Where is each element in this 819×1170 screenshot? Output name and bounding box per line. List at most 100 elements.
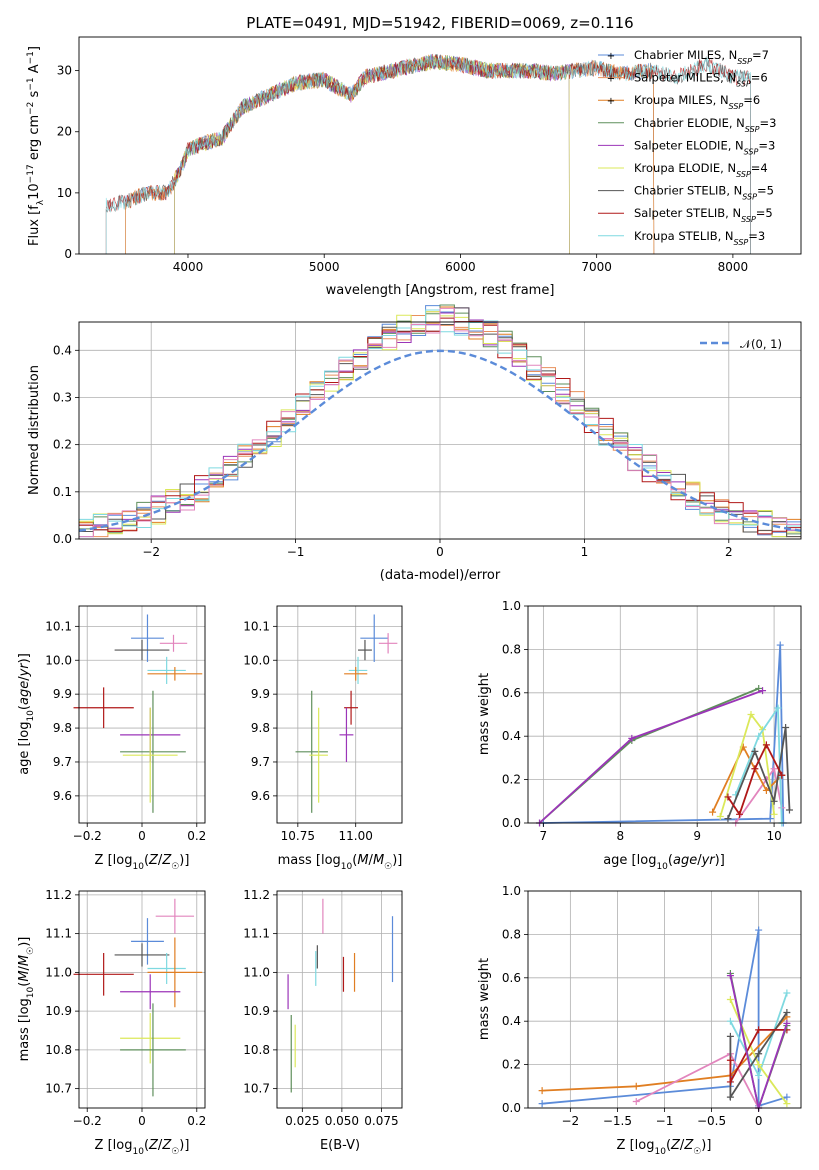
label-part: )] xyxy=(179,853,189,868)
x-tick-label: 0 xyxy=(755,1114,763,1128)
label-part: λ xyxy=(36,199,46,205)
y-tick-label: 10.0 xyxy=(243,653,270,667)
y-tick-label: 11.2 xyxy=(243,888,270,902)
plot-area xyxy=(295,614,398,813)
legend-value: =3 xyxy=(760,116,777,130)
weight-marker xyxy=(759,687,767,695)
weight-marker xyxy=(755,1071,763,1079)
legend-value: =5 xyxy=(757,184,774,198)
legend-sub: SSP xyxy=(745,124,760,133)
legend-value: =6 xyxy=(751,71,768,85)
weight-marker xyxy=(724,793,732,801)
label-part: Z [log xyxy=(95,1138,133,1153)
spectrum-line-5 xyxy=(174,55,570,255)
x-tick-label: 0 xyxy=(436,545,444,559)
label-part: Z xyxy=(148,853,159,868)
y-tick-label: 9.7 xyxy=(251,755,270,769)
weight-marker xyxy=(783,1019,791,1027)
weight-marker xyxy=(709,808,717,816)
plot-area xyxy=(73,614,203,813)
plot-area xyxy=(78,304,802,538)
chart-spectrum: 4000 5000 6000 7000 8000 0 10 20 30 + Chabrier MIL… xyxy=(57,36,802,274)
weight-marker xyxy=(774,704,782,712)
weight-marker xyxy=(785,806,793,814)
legend-value: =3 xyxy=(748,229,765,243)
label-part: / xyxy=(697,853,702,868)
label-part: s xyxy=(27,90,42,101)
weight-marker xyxy=(770,810,778,818)
y-tick-label: 9.6 xyxy=(53,789,72,803)
y-tick-label: 10.0 xyxy=(45,653,72,667)
legend-entry: Salpeter ELODIE, NSSP=3 xyxy=(634,138,775,156)
weight-marker xyxy=(751,765,759,773)
x-tick-label: 8000 xyxy=(718,260,749,274)
label-part: 10 xyxy=(26,710,36,722)
x-tick-label: 0.075 xyxy=(364,1114,398,1128)
histogram-step-9 xyxy=(79,307,801,538)
y-tick-label: 0.6 xyxy=(502,971,521,985)
label-part: Z xyxy=(161,1138,172,1153)
y-tick-label: 0.0 xyxy=(502,816,521,830)
legend-entry: Kroupa STELIB, NSSP=3 xyxy=(634,229,765,247)
weight-marker xyxy=(762,786,770,794)
spectrum-line-8 xyxy=(105,54,751,255)
label-part: )] xyxy=(392,853,402,868)
y-tick-label: 0.0 xyxy=(502,1101,521,1115)
legend-value: =3 xyxy=(758,138,775,152)
weight-marker xyxy=(726,1017,734,1025)
x-tick-label: −0.2 xyxy=(73,1114,102,1128)
label-part: −1 xyxy=(26,77,36,90)
x-tick-label: 5000 xyxy=(309,260,340,274)
plot-area xyxy=(287,898,394,1093)
label-part: age xyxy=(673,853,697,868)
spectrum-line-1 xyxy=(125,53,655,255)
label-part: yr xyxy=(701,853,717,868)
x-tick-label: 10.75 xyxy=(281,829,315,843)
x-tick-label: 0 xyxy=(138,829,146,843)
chart-age_vs_mass: 10.75 11.00 9.6 9.7 9.8 9.9 10.0 10.1 xyxy=(243,605,403,843)
y-tick-label: 0.8 xyxy=(502,927,521,941)
y-tick-label: 10.9 xyxy=(45,1004,72,1018)
y-tick-label: 11.1 xyxy=(243,927,270,941)
x-tick-label: −2 xyxy=(142,545,160,559)
legend-entry: Chabrier MILES, NSSP=7 xyxy=(634,48,769,66)
weight-marker xyxy=(726,1032,734,1040)
label-part: ☉ xyxy=(384,862,392,872)
weight-marker xyxy=(783,1100,791,1108)
label-part: M xyxy=(373,853,384,868)
gaussian-curve xyxy=(78,349,802,532)
label-part: ☉ xyxy=(171,1147,179,1157)
legend-entry: Salpeter MILES, NSSP=6 xyxy=(634,71,768,89)
weight-line-1 xyxy=(734,766,783,824)
y-tick-label: 11.2 xyxy=(45,888,72,902)
spectrum-line-0 xyxy=(125,53,655,255)
spectrum-line-3 xyxy=(174,53,570,255)
weight-marker xyxy=(770,797,778,805)
weight-marker xyxy=(747,711,755,718)
y-tick-label: 9.8 xyxy=(53,721,72,735)
label-part: M xyxy=(357,853,368,868)
weight-marker xyxy=(726,1056,734,1064)
label-part: Z xyxy=(148,1138,159,1153)
y-tick-label: 0.3 xyxy=(53,390,72,404)
plot-area xyxy=(73,898,203,1097)
y-tick-label: 9.9 xyxy=(53,687,72,701)
x-axis-label: age [log10(age/yr)] xyxy=(603,853,725,872)
chart-age_vs_Z: −0.2 0 0.2 9.6 9.7 9.8 9.9 10.0 10.1 xyxy=(45,605,206,843)
weight-marker xyxy=(755,926,763,934)
weight-marker xyxy=(751,747,759,755)
weight-marker xyxy=(783,1093,791,1101)
y-tick-label: 1.0 xyxy=(502,599,521,613)
y-axis-label: mass weight xyxy=(477,958,492,1040)
label-part: 10 xyxy=(26,986,36,998)
label-part: erg cm xyxy=(27,115,42,164)
y-tick-label: 0.1 xyxy=(53,485,72,499)
chart-residual_histogram: −2 −1 0 1 2 0.0 0.1 0.2 0.3 0.4 𝒩(0, 1) xyxy=(53,304,802,559)
label-part: ☉ xyxy=(693,1147,701,1157)
weight-marker xyxy=(538,1087,546,1095)
label-part: −1 xyxy=(26,51,36,64)
label-part: )] xyxy=(179,1138,189,1153)
label-part: )] xyxy=(715,853,725,868)
y-tick-label: 1.0 xyxy=(502,884,521,898)
